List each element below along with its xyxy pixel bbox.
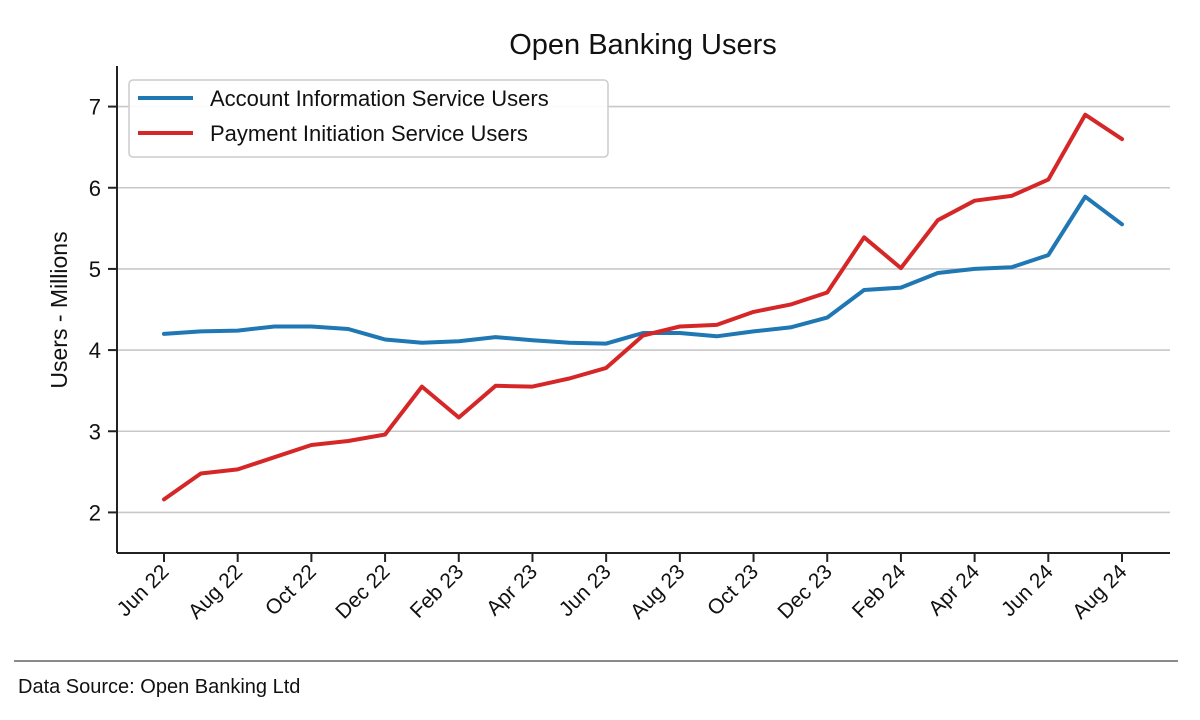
x-tick-label: Oct 23	[703, 560, 763, 620]
x-tick-label: Feb 23	[406, 560, 469, 623]
y-tick-label: 5	[89, 257, 101, 282]
legend: Account Information Service Users Payment…	[128, 79, 609, 158]
series-line-2	[162, 112, 1124, 502]
series-line-1	[162, 194, 1124, 346]
data-source-note: Data Source: Open Banking Ltd	[18, 676, 301, 698]
y-tick-label: 3	[89, 419, 101, 444]
x-tick-label: Aug 24	[1068, 560, 1132, 624]
legend-label-1: Account Information Service Users	[210, 86, 549, 111]
y-tick-label: 4	[89, 338, 101, 363]
y-tick-label: 7	[89, 95, 101, 120]
x-tick-label: Dec 23	[773, 560, 836, 623]
chart-title: Open Banking Users	[509, 29, 777, 61]
legend-box	[128, 79, 609, 158]
x-tick-label: Jun 22	[113, 560, 174, 621]
y-axis-ticks: 2 3 4 5 6 7	[89, 95, 117, 525]
legend-label-2: Payment Initiation Service Users	[210, 121, 528, 146]
x-axis-ticks: Jun 22 Aug 22 Oct 22 Dec 22 Feb 23 Apr 23 Jun …	[113, 553, 1132, 624]
y-tick-label: 2	[89, 500, 101, 525]
x-tick-label: Oct 22	[261, 560, 321, 620]
x-tick-label: Aug 22	[184, 560, 247, 623]
y-axis-label: Users - Millions	[46, 231, 72, 388]
gridlines	[117, 105, 1170, 514]
x-tick-label: Dec 22	[331, 560, 394, 623]
x-tick-label: Apr 23	[482, 560, 542, 620]
x-tick-label: Apr 24	[924, 560, 984, 620]
x-tick-label: Jun 24	[997, 560, 1058, 621]
x-tick-label: Jun 23	[555, 560, 616, 621]
axes	[116, 66, 1170, 554]
x-tick-label: Aug 23	[626, 560, 689, 623]
y-tick-label: 6	[89, 176, 101, 201]
footer-divider	[14, 660, 1178, 662]
x-tick-label: Feb 24	[848, 560, 911, 623]
series-lines	[162, 112, 1124, 502]
